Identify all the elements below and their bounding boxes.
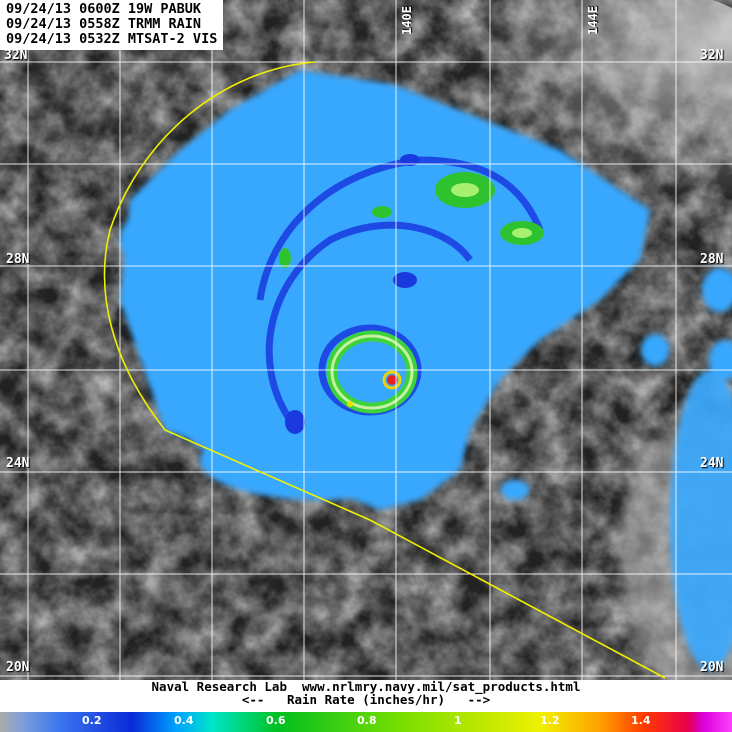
lat-label-20n-left: 20N bbox=[6, 660, 30, 675]
colorbar-tick: 0.4 bbox=[174, 714, 194, 727]
colorbar-tick: 1.2 bbox=[540, 714, 560, 727]
lat-label-20n-right: 20N bbox=[700, 660, 724, 675]
lat-label-32n-left: 32N bbox=[4, 48, 28, 63]
header-box: 09/24/13 0600Z 19W PABUK 09/24/13 0558Z … bbox=[0, 0, 224, 50]
rain-heavy bbox=[279, 154, 544, 434]
map-graphic bbox=[0, 0, 732, 680]
credit-line-1: Naval Research Lab www.nrlmry.navy.mil/s… bbox=[151, 679, 581, 694]
band-cell-mid bbox=[393, 272, 417, 288]
lat-label-32n-right: 32N bbox=[700, 48, 724, 63]
cell-ne bbox=[702, 268, 732, 312]
header-line-3: 09/24/13 0532Z MTSAT-2 VIS bbox=[6, 31, 218, 47]
cell-west bbox=[120, 210, 180, 270]
core-yellow bbox=[382, 370, 402, 390]
lat-label-24n-left: 24N bbox=[6, 456, 30, 471]
colorbar-tick: 0.6 bbox=[266, 714, 286, 727]
cell-s bbox=[501, 480, 529, 500]
credit-line-2: <-- Rain Rate (inches/hr) --> bbox=[241, 692, 491, 707]
swath-boundary bbox=[103, 61, 666, 679]
cell-e2 bbox=[641, 334, 669, 366]
lat-label-28n-left: 28N bbox=[6, 252, 30, 267]
eyewall-light bbox=[330, 334, 414, 410]
lat-lon-grid bbox=[0, 0, 732, 680]
header-line-2: 09/24/13 0558Z TRMM RAIN bbox=[6, 16, 202, 32]
core-red-2 bbox=[347, 401, 353, 407]
lat-label-24n-right: 24N bbox=[700, 456, 724, 471]
credit-text: Naval Research Lab www.nrlmry.navy.mil/s… bbox=[0, 680, 732, 706]
band-cell-w bbox=[279, 248, 291, 268]
colorbar-tick: 1.4 bbox=[631, 714, 651, 727]
lon-label-144e: 144E bbox=[586, 6, 600, 35]
band-cell-north-core bbox=[451, 183, 479, 197]
inner-band bbox=[265, 221, 473, 422]
band-cell-n2 bbox=[400, 154, 420, 166]
header-line-1: 09/24/13 0600Z 19W PABUK bbox=[6, 1, 202, 17]
lat-label-28n-right: 28N bbox=[700, 252, 724, 267]
lon-label-140e: 140E bbox=[400, 6, 414, 35]
swath-south-lobe bbox=[200, 420, 440, 500]
band-cell-east-core bbox=[512, 228, 532, 238]
band-cell-sw bbox=[285, 410, 305, 434]
rain-rate-colorbar: 0.2 0.4 0.6 0.8 1 1.2 1.4 bbox=[0, 712, 732, 732]
satellite-map: 09/24/13 0600Z 19W PABUK 09/24/13 0558Z … bbox=[0, 0, 732, 680]
band-cell-n3 bbox=[372, 206, 392, 218]
east-band bbox=[670, 370, 732, 670]
swath-light-rain bbox=[120, 70, 650, 510]
colorbar-tick: 1 bbox=[454, 714, 462, 727]
colorbar-tick: 0.2 bbox=[82, 714, 102, 727]
colorbar-tick: 0.8 bbox=[357, 714, 377, 727]
core-red bbox=[387, 375, 397, 385]
rain-swath bbox=[120, 70, 732, 670]
